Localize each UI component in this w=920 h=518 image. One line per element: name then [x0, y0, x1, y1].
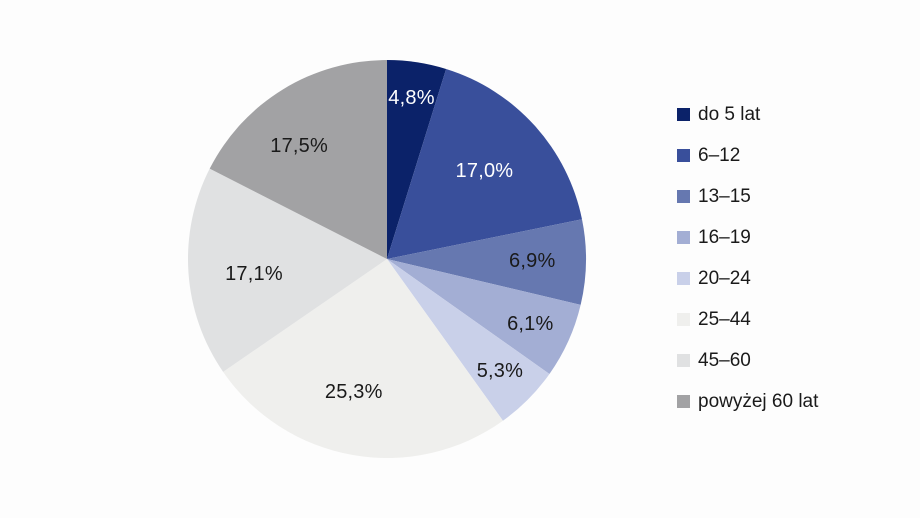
legend-label: 45–60: [698, 350, 751, 371]
legend-label: 16–19: [698, 227, 751, 248]
legend-item-1: 6–12: [677, 144, 818, 167]
legend-item-2: 13–15: [677, 185, 818, 208]
slice-value-label-5: 25,3%: [324, 381, 383, 404]
legend-item-3: 16–19: [677, 226, 818, 249]
legend-swatch-icon: [677, 190, 690, 203]
legend-swatch-icon: [677, 272, 690, 285]
legend-swatch-icon: [677, 149, 690, 162]
legend-swatch-icon: [677, 395, 690, 408]
pie-slice-1: [387, 68, 582, 259]
legend-label: 20–24: [698, 268, 751, 289]
slice-value-label-2: 6,9%: [509, 250, 556, 273]
pie-slice-2: [387, 219, 587, 305]
legend-swatch-icon: [677, 108, 690, 121]
slice-value-label-3: 6,1%: [507, 312, 554, 335]
chart-legend: do 5 lat 6–12 13–15 16–19 20–24 25–44 45–60 pow…: [677, 103, 818, 413]
pie-slice-0: [387, 60, 447, 259]
legend-label: 25–44: [698, 309, 751, 330]
legend-item-4: 20–24: [677, 267, 818, 290]
legend-swatch-icon: [677, 313, 690, 326]
pie-slice-3: [387, 259, 581, 374]
pie-slice-6: [188, 168, 387, 372]
legend-label: do 5 lat: [698, 104, 761, 125]
legend-swatch-icon: [677, 231, 690, 244]
slice-value-label-6: 17,1%: [225, 262, 283, 285]
slice-value-label-1: 17,0%: [455, 159, 514, 182]
legend-label: powyżej 60 lat: [698, 391, 819, 412]
pie-slice-7: [209, 60, 387, 259]
legend-label: 13–15: [698, 186, 751, 207]
legend-swatch-icon: [677, 354, 690, 367]
slice-value-label-7: 17,5%: [270, 134, 328, 157]
pie-slice-5: [223, 259, 503, 459]
pie-slice-4: [387, 259, 550, 421]
slice-value-label-4: 5,3%: [476, 360, 524, 383]
legend-label: 6–12: [698, 145, 741, 166]
legend-item-6: 45–60: [677, 349, 818, 372]
legend-item-5: 25–44: [677, 308, 818, 331]
legend-item-7: powyżej 60 lat: [677, 390, 818, 413]
slice-value-label-0: 4,8%: [388, 86, 435, 109]
legend-item-0: do 5 lat: [677, 103, 818, 126]
